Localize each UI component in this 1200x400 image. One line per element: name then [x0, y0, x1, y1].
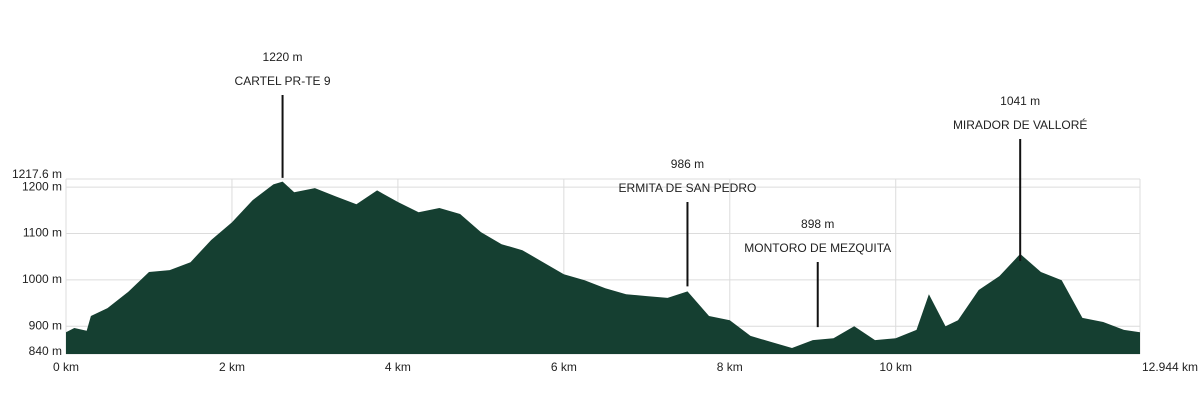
- x-tick-label: 0 km: [53, 360, 79, 374]
- x-tick-label: 10 km: [879, 360, 912, 374]
- y-tick-label: 1200 m: [22, 179, 62, 193]
- annotation-text: MIRADOR DE VALLORÉ: [953, 117, 1087, 132]
- y-tick-label: 840 m: [29, 344, 62, 358]
- x-tick-label: 4 km: [385, 360, 411, 374]
- annotation-value: 898 m: [801, 217, 834, 231]
- y-tick-label: 900 m: [29, 318, 62, 332]
- elevation-area: [66, 181, 1140, 354]
- annotation-value: 1220 m: [263, 50, 303, 64]
- annotation-text: MONTORO DE MEZQUITA: [744, 241, 891, 255]
- y-tick-label: 1100 m: [23, 226, 62, 240]
- annotation-text: CARTEL PR-TE 9: [235, 74, 331, 88]
- x-tick-label: 2 km: [219, 360, 245, 374]
- x-tick-label: 12.944 km: [1142, 360, 1198, 374]
- annotation-value: 986 m: [671, 157, 704, 171]
- x-tick-label: 6 km: [551, 360, 577, 374]
- y-tick-label: 1000 m: [22, 272, 62, 286]
- annotation-text: ERMITA DE SAN PEDRO: [619, 181, 757, 195]
- x-tick-label: 8 km: [717, 360, 743, 374]
- annotation-value: 1041 m: [1000, 94, 1040, 108]
- y-tick-label: 1217.6 m: [12, 167, 62, 181]
